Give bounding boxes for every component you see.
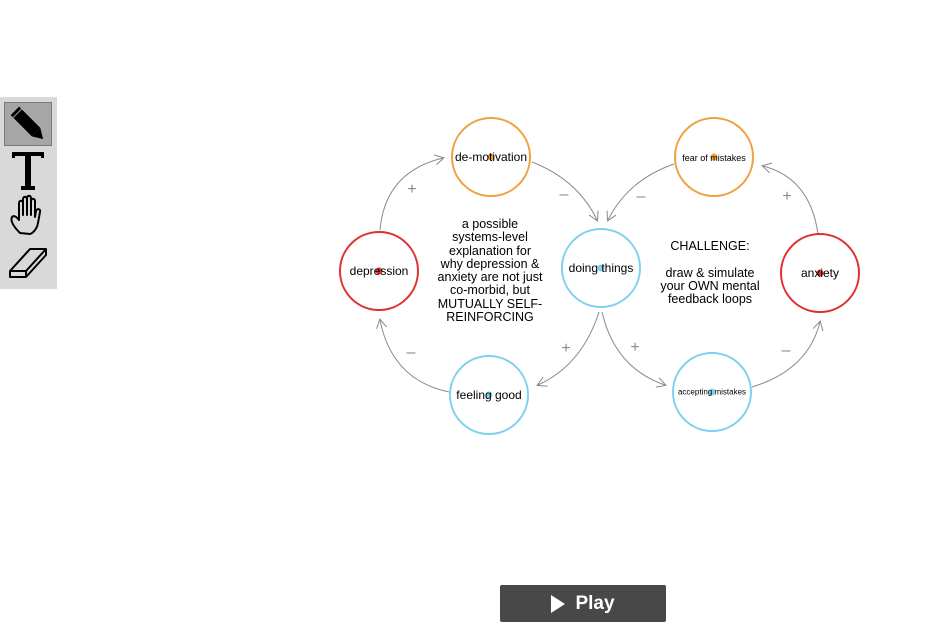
edge-accepting-to-anxiety[interactable] [751, 320, 824, 388]
edge-depression-to-demotivation[interactable] [379, 154, 445, 231]
eraser-icon [9, 248, 47, 278]
eraser-tool[interactable] [4, 239, 52, 283]
explanation-note: a possible systems-level explanation for… [437, 217, 543, 325]
hand-tool[interactable] [4, 193, 52, 237]
edge-doing-things-to-feeling-good[interactable] [536, 311, 600, 387]
edge-sign-plus: + [561, 340, 571, 357]
play-button[interactable]: Play [500, 585, 666, 622]
pencil-tool[interactable] [4, 102, 52, 146]
text-tool[interactable] [4, 148, 52, 192]
edge-demotivation-to-doing-things[interactable] [531, 161, 599, 222]
node-handle-feeling-good[interactable] [485, 391, 493, 399]
edge-sign-minus: – [559, 186, 569, 203]
node-handle-depression[interactable] [375, 267, 383, 275]
text-icon [12, 152, 44, 190]
hand-icon [10, 194, 42, 235]
edge-sign-plus: + [630, 339, 640, 356]
edge-sign-minus: – [636, 188, 646, 205]
edge-feeling-good-to-depression[interactable] [376, 318, 450, 393]
node-handle-fear-of-mistakes[interactable] [710, 153, 718, 161]
play-icon [551, 594, 566, 613]
pencil-icon [10, 106, 44, 140]
challenge-note: CHALLENGE: draw & simulate your OWN ment… [660, 239, 760, 307]
edge-sign-plus: + [407, 181, 417, 198]
tool-palette [0, 97, 57, 289]
edge-sign-plus: + [782, 188, 792, 205]
edge-fear-to-doing-things[interactable] [606, 163, 675, 222]
node-handle-demotivation[interactable] [487, 153, 495, 161]
play-button-label: Play [575, 592, 615, 614]
node-handle-doing-things[interactable] [597, 264, 605, 272]
edge-anxiety-to-fear[interactable] [761, 162, 819, 235]
edge-sign-minus: – [781, 342, 791, 359]
edge-sign-minus: – [406, 344, 416, 361]
node-handle-accepting-mistakes[interactable] [708, 388, 716, 396]
node-handle-anxiety[interactable] [816, 269, 824, 277]
edge-doing-things-to-accepting[interactable] [601, 311, 667, 388]
